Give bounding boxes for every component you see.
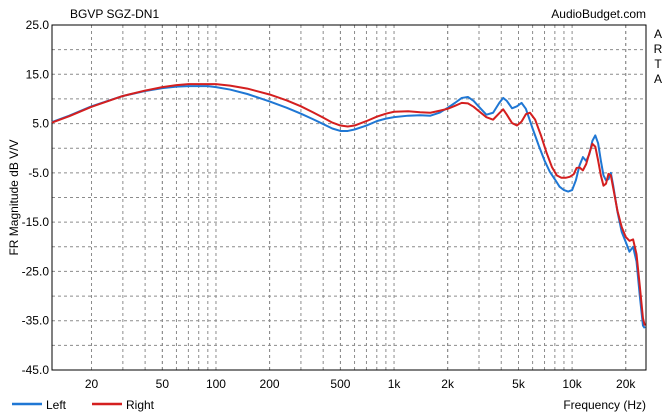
x-tick-label: 1k [388, 377, 402, 391]
series-line-left [51, 85, 646, 329]
y-tick-label: 15.0 [26, 67, 50, 81]
x-tick-label: 20k [616, 377, 636, 391]
x-tick-label: 5k [512, 377, 526, 391]
grid-lines [52, 25, 646, 370]
legend-label-left: Left [46, 398, 67, 412]
x-axis-ticks: 20 50 100 200 500 1k 2k 5k 10k 20k [85, 377, 637, 391]
series-line-right [51, 83, 646, 326]
x-tick-label: 50 [156, 377, 170, 391]
y-axis-label: FR Magnitude dB V/V [7, 139, 21, 255]
side-label-letter: A [654, 27, 662, 41]
y-tick-label: -35.0 [22, 314, 50, 328]
y-tick-label: -15.0 [22, 215, 50, 229]
x-tick-label: 20 [85, 377, 99, 391]
y-tick-label: 5.0 [32, 117, 49, 131]
watermark-text: AudioBudget.com [551, 7, 646, 21]
x-axis-label: Frequency (Hz) [563, 398, 646, 412]
y-tick-label: 25.0 [26, 18, 50, 32]
y-tick-label: -45.0 [22, 363, 50, 377]
x-tick-label: 500 [330, 377, 350, 391]
legend-label-right: Right [126, 398, 155, 412]
legend: Left Right [12, 398, 155, 412]
y-tick-label: -25.0 [22, 264, 50, 278]
side-label-letter: R [654, 42, 663, 56]
y-tick-label: -5.0 [28, 166, 49, 180]
side-label-letter: T [654, 57, 662, 71]
side-label-letter: A [654, 72, 662, 86]
series-lines [51, 83, 646, 329]
chart-title: BGVP SGZ-DN1 [70, 7, 159, 21]
x-tick-label: 10k [562, 377, 582, 391]
y-axis-ticks: 25.0 15.0 5.0 -5.0 -15.0 -25.0 -35.0 -45.0 [22, 18, 50, 377]
x-tick-label: 200 [260, 377, 280, 391]
x-tick-label: 100 [206, 377, 226, 391]
x-tick-label: 2k [441, 377, 455, 391]
plot-area-border [51, 24, 647, 371]
